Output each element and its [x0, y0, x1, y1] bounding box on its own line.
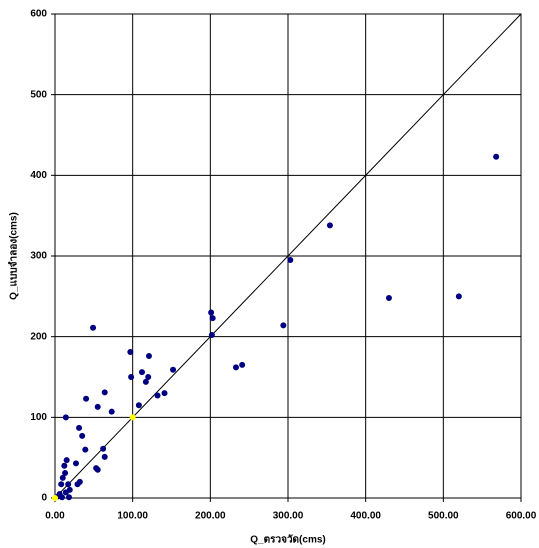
point: [79, 432, 86, 439]
y-tick-label: 100: [30, 412, 47, 423]
point: [138, 369, 145, 376]
point: [62, 414, 69, 421]
y-axis-label: Q_แบบจำลอง(cms): [8, 212, 20, 300]
y-tick-label: 0: [41, 493, 47, 504]
point: [94, 466, 101, 473]
point: [65, 481, 72, 488]
point: [239, 361, 246, 368]
point: [52, 495, 58, 501]
point: [63, 457, 70, 464]
point: [455, 293, 462, 300]
x-axis-label: Q_ตรวจวัด(cms): [250, 534, 325, 546]
point: [76, 424, 83, 431]
point: [83, 395, 90, 402]
point: [62, 489, 69, 496]
point: [232, 364, 239, 371]
point: [127, 348, 134, 355]
point: [101, 453, 108, 460]
point: [493, 153, 500, 160]
y-tick-label: 400: [30, 170, 47, 181]
point: [287, 257, 294, 264]
point: [209, 315, 216, 322]
point: [142, 378, 149, 385]
point: [385, 294, 392, 301]
point: [61, 462, 68, 469]
point: [161, 390, 168, 397]
x-tick-label: 200.00: [195, 511, 226, 522]
x-tick-label: 400.00: [350, 511, 381, 522]
point: [145, 374, 152, 380]
point: [135, 402, 142, 409]
x-tick-label: 100.00: [117, 511, 148, 522]
point: [65, 494, 72, 501]
point: [280, 322, 287, 329]
point: [326, 222, 333, 229]
point: [129, 414, 136, 421]
point: [208, 332, 215, 339]
point: [145, 353, 152, 360]
point: [58, 481, 65, 488]
point: [100, 445, 107, 452]
point: [90, 324, 97, 331]
point: [82, 446, 89, 453]
x-tick-label: 300.00: [273, 511, 304, 522]
point: [59, 474, 66, 481]
y-tick-label: 500: [30, 89, 47, 100]
point: [72, 460, 79, 467]
point: [74, 481, 81, 488]
point: [62, 469, 69, 476]
point: [101, 389, 108, 396]
y-tick-label: 200: [30, 331, 47, 342]
point: [170, 366, 177, 373]
x-tick-label: 500.00: [428, 511, 459, 522]
point: [154, 392, 161, 399]
x-tick-label: 0.00: [45, 511, 65, 522]
point: [94, 403, 101, 410]
point: [108, 408, 115, 415]
y-tick-label: 600: [30, 9, 47, 20]
y-tick-label: 300: [30, 251, 47, 262]
point: [208, 309, 215, 316]
point: [128, 374, 135, 380]
x-tick-label: 600.00: [506, 511, 537, 522]
